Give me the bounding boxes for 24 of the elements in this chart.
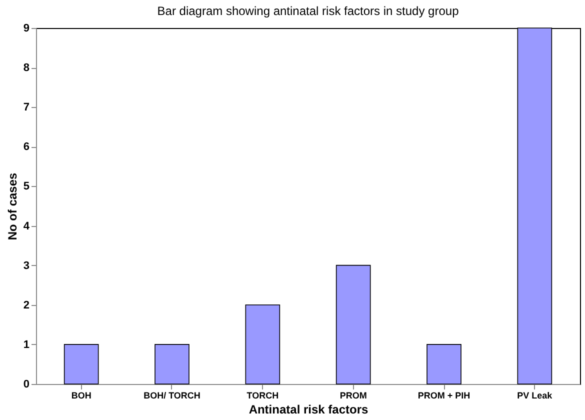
chart-title: Bar diagram showing antinatal risk factors in study group: [157, 4, 460, 18]
y-tick-label: 9: [23, 22, 30, 34]
y-tick-label: 0: [23, 378, 30, 390]
y-axis-title: No of cases: [5, 172, 20, 240]
y-tick-label: 4: [23, 220, 30, 232]
x-tick-label: BOH/ TORCH: [144, 390, 200, 400]
y-tick-label: 3: [23, 260, 30, 272]
y-tick-label: 1: [23, 338, 30, 351]
x-axis-title: Antinatal risk factors: [248, 402, 369, 416]
y-tick-label: 2: [23, 299, 30, 312]
bar: [64, 344, 99, 384]
x-tick-label: PV Leak: [517, 390, 554, 400]
bar: [426, 344, 462, 384]
bar: [245, 304, 280, 384]
bar: [154, 344, 190, 384]
x-tick-label: BOH: [71, 390, 92, 400]
bar: [336, 264, 371, 384]
x-tick-label: PROM: [340, 390, 367, 400]
y-tick-label: 8: [23, 62, 30, 74]
y-tick-label: 6: [23, 141, 30, 154]
x-tick-label: TORCH: [246, 390, 279, 400]
y-tick-label: 5: [23, 180, 30, 193]
y-tick-label: 7: [23, 102, 30, 114]
x-tick-label: PROM + PIH: [418, 390, 470, 400]
